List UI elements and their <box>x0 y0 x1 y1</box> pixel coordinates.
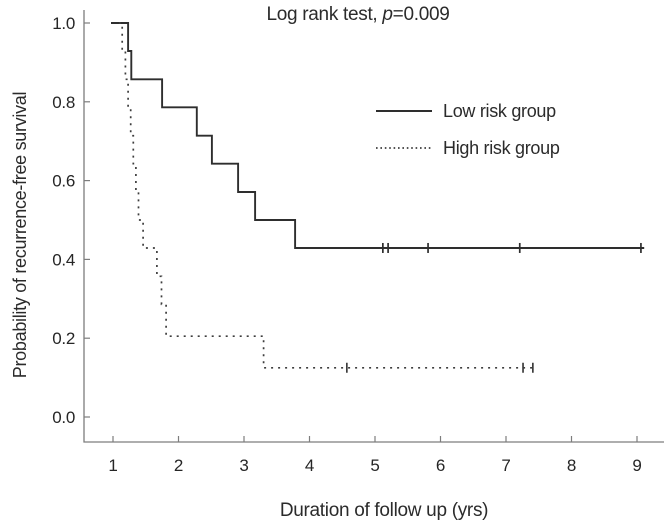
title-text: Log rank test, <box>266 4 383 25</box>
y-tick-label: 0.4 <box>52 250 75 269</box>
low-risk-curve <box>111 22 645 249</box>
x-axis-title: Duration of follow up (yrs) <box>279 500 489 521</box>
y-tick-label: 0.2 <box>52 329 75 348</box>
x-tick-label: 2 <box>174 456 183 475</box>
x-tick-label: 3 <box>239 456 248 475</box>
x-tick-label: 1 <box>108 456 117 475</box>
legend-label-high-risk: High risk group <box>443 138 560 158</box>
x-tick-label: 9 <box>632 456 641 475</box>
x-tick-label: 8 <box>567 456 576 475</box>
chart-title: Log rank test, p=0.009 <box>84 3 632 27</box>
legend: Low risk group High risk group <box>375 99 560 173</box>
axis-spines <box>83 10 664 443</box>
x-tick-label: 6 <box>436 456 445 475</box>
solid-line-sample <box>376 110 432 112</box>
x-tick-label: 5 <box>370 456 379 475</box>
legend-item-high-risk: High risk group <box>375 136 560 160</box>
high-risk-curve <box>118 22 535 369</box>
legend-item-low-risk: Low risk group <box>375 99 560 123</box>
x-tick-label: 7 <box>501 456 510 475</box>
y-tick-label: 0.8 <box>52 93 75 112</box>
dotted-line-sample <box>376 147 432 149</box>
y-axis-title: Probability of recurrence-free survival <box>10 91 30 379</box>
title-p-symbol: p <box>382 4 393 25</box>
y-tick-label: 0.0 <box>52 408 75 427</box>
y-tick-label: 1.0 <box>52 14 75 33</box>
title-p-value: =0.009 <box>392 4 450 25</box>
x-tick-label: 4 <box>305 456 314 475</box>
legend-label-low-risk: Low risk group <box>443 101 556 121</box>
y-tick-label: 0.6 <box>52 172 75 191</box>
